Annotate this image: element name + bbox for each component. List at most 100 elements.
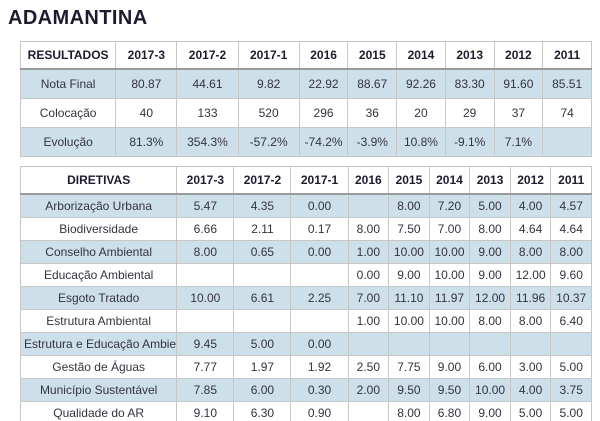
value-cell: 6.40 — [550, 309, 592, 333]
value-cell: 2.25 — [290, 286, 349, 310]
value-cell: 4.57 — [550, 193, 592, 218]
resultados-title-header-cell: RESULTADOS — [19, 41, 117, 70]
value-cell — [469, 332, 511, 356]
value-cell: 6.80 — [428, 401, 471, 421]
row-label-cell: Município Sustentável — [19, 378, 178, 402]
table-row: Estrutura e Educação Ambiental9.455.000.… — [19, 332, 592, 356]
value-cell: 12.00 — [509, 263, 552, 287]
value-cell: 8.00 — [550, 240, 592, 264]
value-cell: 8.00 — [469, 309, 511, 333]
row-label-cell: Conselho Ambiental — [19, 240, 178, 264]
value-cell: 2.00 — [347, 378, 390, 402]
value-cell: 8.00 — [176, 240, 235, 264]
value-cell: 1.92 — [290, 355, 349, 379]
table-row: Colocação 40 133 520 296 36 20 29 37 74 — [19, 98, 592, 128]
resultados-header-cells: RESULTADOS 2017-3 2017-2 2017-1 2016 2015 2014… — [19, 41, 592, 70]
column-header-2011: 2011 — [550, 166, 592, 195]
value-cell: 10.00 — [388, 240, 430, 264]
value-cell: 9.00 — [388, 263, 430, 287]
column-header-2014: 2014 — [396, 41, 446, 70]
value-cell: 83.30 — [444, 68, 495, 99]
value-cell: 4.00 — [509, 378, 552, 402]
row-label-cell: Esgoto Tratado — [19, 286, 178, 310]
value-cell: 10.00 — [469, 378, 511, 402]
value-cell: 3.00 — [509, 355, 552, 379]
value-cell: 9.00 — [469, 401, 511, 421]
table-row: Biodiversidade 6.66 2.11 0.17 8.00 7.50 7.00 8.… — [19, 217, 592, 241]
diretivas-header-row: DIRETIVAS 2017-3 2017-2 2017-1 2016 2015 2014 2… — [19, 166, 592, 195]
value-cell — [290, 263, 349, 287]
table-row: Nota Final 80.87 44.61 9.82 22.92 88.67 92.26 8… — [19, 68, 592, 99]
resultados-header-row: RESULTADOS 2017-3 2017-2 2017-1 2016 2015 2014… — [19, 41, 592, 70]
row-label-cell: Estrutura e Educação Ambiental — [19, 332, 178, 356]
value-cell: 9.00 — [469, 263, 511, 287]
table-row: Qualidade do AR 9.10 6.30 0.90 8.00 6.80 9.00 5… — [19, 401, 592, 421]
value-cell: 7.75 — [388, 355, 430, 379]
value-cell — [176, 309, 235, 333]
value-cell: 10.00 — [428, 309, 471, 333]
column-header-2017-1: 2017-1 — [237, 41, 300, 70]
value-cell: 7.77 — [176, 355, 235, 379]
value-cell: 133 — [176, 98, 239, 128]
column-header-2013: 2013 — [444, 41, 495, 70]
value-cell: 9.00 — [469, 240, 511, 264]
value-cell: 11.97 — [428, 286, 471, 310]
value-cell: 5.00 — [233, 332, 292, 356]
value-cell: 0.30 — [290, 378, 349, 402]
value-cell — [347, 193, 390, 218]
value-cell: 296 — [298, 98, 349, 128]
value-cell: 1.00 — [347, 240, 390, 264]
column-header-2016: 2016 — [298, 41, 349, 70]
value-cell: 74 — [542, 98, 592, 128]
value-cell: 91.60 — [493, 68, 544, 99]
diretivas-section: DIRETIVAS 2017-3 2017-2 2017-1 2016 2015 2014 2… — [0, 166, 600, 421]
value-cell: 10.8% — [396, 127, 446, 157]
row-label-cell: Evolução — [19, 127, 117, 157]
row-label-cell: Biodiversidade — [19, 217, 178, 241]
value-cell: 8.00 — [509, 240, 552, 264]
value-cell: 10.37 — [550, 286, 592, 310]
value-cell — [388, 332, 430, 356]
value-cell: 2.11 — [233, 217, 292, 241]
value-cell — [550, 332, 592, 356]
value-cell: 0.00 — [290, 193, 349, 218]
column-header-2014: 2014 — [428, 166, 471, 195]
column-header-2016: 2016 — [347, 166, 390, 195]
value-cell — [428, 332, 471, 356]
value-cell: 9.60 — [550, 263, 592, 287]
column-header-2011: 2011 — [542, 41, 592, 70]
value-cell: 6.00 — [233, 378, 292, 402]
column-header-2015: 2015 — [347, 41, 398, 70]
value-cell: 9.50 — [428, 378, 471, 402]
value-cell — [233, 309, 292, 333]
value-cell: 2.50 — [347, 355, 390, 379]
value-cell: 7.00 — [347, 286, 390, 310]
table-row: Arborização Urbana 5.47 4.35 0.00 8.00 7.20 5.… — [19, 193, 592, 218]
table-row: Município Sustentável 7.85 6.00 0.30 2.00 9.5… — [19, 378, 592, 402]
value-cell: 8.00 — [388, 193, 430, 218]
value-cell: 4.64 — [509, 217, 552, 241]
value-cell: -74.2% — [298, 127, 349, 157]
value-cell: 80.87 — [115, 68, 178, 99]
value-cell: 4.35 — [233, 193, 292, 218]
value-cell: 92.26 — [396, 68, 446, 99]
value-cell: 11.96 — [509, 286, 552, 310]
column-header-2017-2: 2017-2 — [176, 41, 239, 70]
value-cell: 9.50 — [388, 378, 430, 402]
value-cell: 8.00 — [469, 217, 511, 241]
diretivas-body: Arborização Urbana 5.47 4.35 0.00 8.00 7.20 5.… — [19, 193, 592, 421]
value-cell: 5.00 — [469, 193, 511, 218]
value-cell: 9.82 — [237, 68, 300, 99]
value-cell: 5.00 — [550, 355, 592, 379]
value-cell: 0.65 — [233, 240, 292, 264]
value-cell: 8.00 — [388, 401, 430, 421]
value-cell: 5.00 — [509, 401, 552, 421]
value-cell: 81.3% — [115, 127, 178, 157]
value-cell: 44.61 — [176, 68, 239, 99]
value-cell: 36 — [347, 98, 398, 128]
value-cell — [176, 263, 235, 287]
value-cell: 7.85 — [176, 378, 235, 402]
value-cell: 12.00 — [469, 286, 511, 310]
value-cell: 4.00 — [509, 193, 552, 218]
